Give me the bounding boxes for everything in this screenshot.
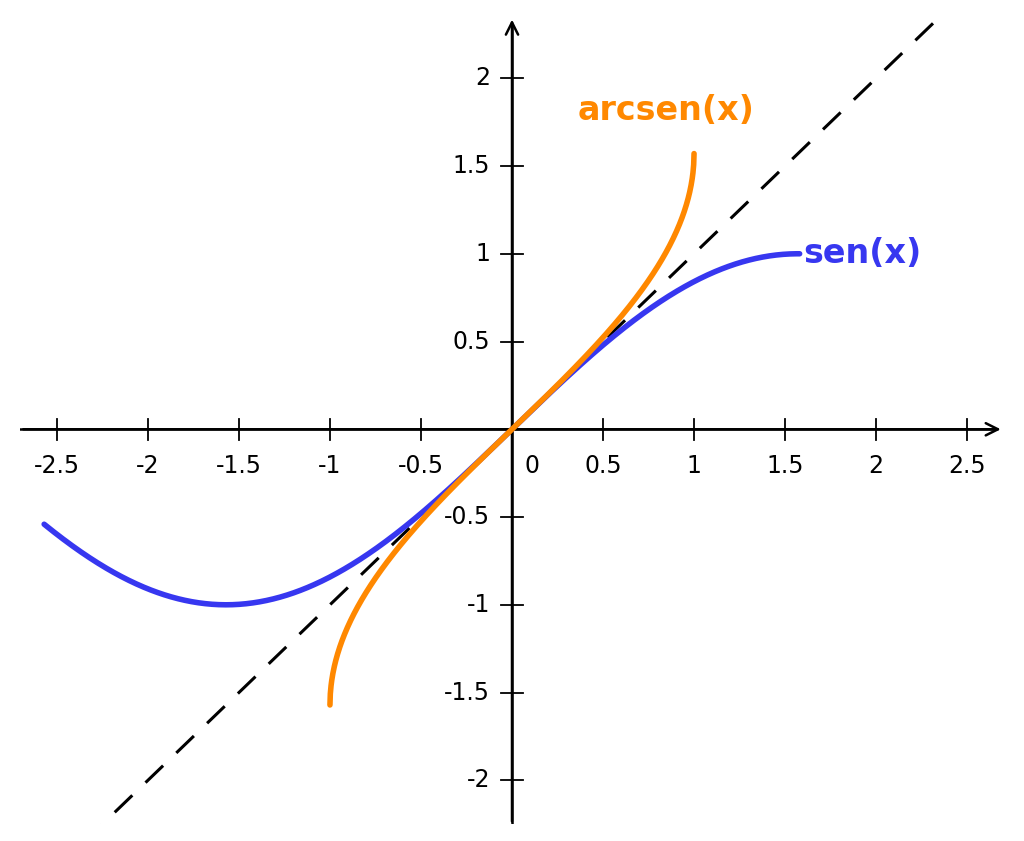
Text: -0.5: -0.5 [398, 454, 444, 478]
Text: arcsen(x): arcsen(x) [578, 94, 755, 127]
Text: 1: 1 [687, 454, 701, 478]
Text: 2: 2 [868, 454, 884, 478]
Text: 0: 0 [524, 454, 540, 478]
Text: 1: 1 [475, 241, 490, 266]
Text: -2: -2 [467, 769, 490, 792]
Text: 1.5: 1.5 [766, 454, 804, 478]
Text: 2.5: 2.5 [948, 454, 986, 478]
Text: -0.5: -0.5 [444, 505, 490, 529]
Text: 1.5: 1.5 [453, 154, 490, 178]
Text: sen(x): sen(x) [803, 237, 922, 270]
Text: 2: 2 [475, 66, 490, 90]
Text: -2.5: -2.5 [34, 454, 80, 478]
Text: 0.5: 0.5 [453, 330, 490, 353]
Text: -1.5: -1.5 [216, 454, 262, 478]
Text: -1: -1 [467, 593, 490, 616]
Text: -2: -2 [136, 454, 160, 478]
Text: -1: -1 [318, 454, 342, 478]
Text: -1.5: -1.5 [444, 680, 490, 705]
Text: 0.5: 0.5 [585, 454, 622, 478]
